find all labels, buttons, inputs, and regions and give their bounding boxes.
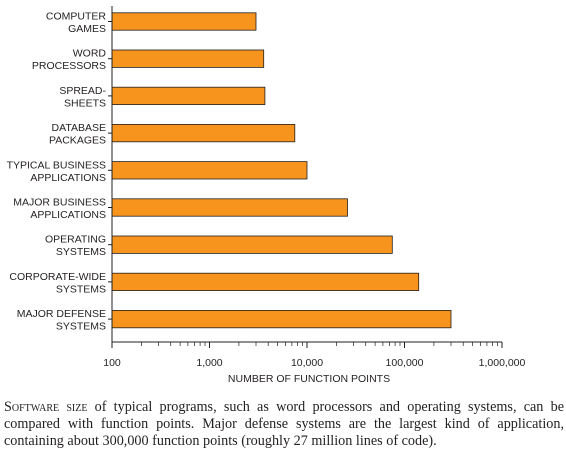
caption-text: of typical programs, such as word proces… [4,399,564,449]
figure-caption: Software size of typical programs, such … [4,399,564,450]
bar-chart: COMPUTER GAMES WORD PROCESSORS SPREAD-SHEETS… [7,6,526,385]
category-label-line: APPLICATIONS [30,209,106,221]
category-label-line: COMPUTER [46,11,107,23]
x-tick-label-3: 100,000 [386,357,424,369]
category-label-3: DATABASE PACKAGES [49,122,106,147]
bar-0 [111,12,257,31]
bar-6 [111,235,393,254]
x-tick-label-1: 1,000 [196,357,222,369]
category-label-line: SYSTEMS [56,246,106,258]
x-axis-ticks [111,342,503,348]
category-label-line: SPREAD- [59,85,106,97]
category-label-line: OPERATING [45,234,106,246]
category-label-0: COMPUTER GAMES [46,11,107,36]
category-label-5: MAJOR BUSINESS APPLICATIONS [13,197,106,222]
category-label-1: WORD PROCESSORS [32,48,107,72]
category-labels: COMPUTER GAMES WORD PROCESSORS SPREAD-SHEETS… [7,11,107,333]
x-tick-label-4: 1,000,000 [479,357,526,369]
category-label-line: TYPICAL BUSINESS [7,159,106,171]
category-label-8: MAJOR DEFENSE SYSTEMS [17,308,106,333]
bar-8 [111,309,452,329]
category-label-line: GAMES [68,23,106,35]
bars-group [108,12,452,329]
category-label-line: PROCESSORS [32,60,106,72]
x-axis-title: NUMBER OF FUNCTION POINTS [228,373,390,385]
category-label-4: TYPICAL BUSINESS APPLICATIONS [7,159,106,184]
category-label-line: MAJOR BUSINESS [13,197,106,209]
caption-lead: Software size [4,399,88,415]
category-label-line: PACKAGES [49,135,106,147]
category-label-line: APPLICATIONS [30,172,106,184]
category-label-line: SYSTEMS [56,283,106,295]
category-label-line: WORD [73,48,107,60]
category-label-line: CORPORATE-WIDE [9,271,106,283]
x-tick-label-2: 10,000 [291,357,323,369]
x-tick-label-0: 100 [103,357,121,369]
category-label-6: OPERATING SYSTEMS [45,234,106,259]
category-label-7: CORPORATE-WIDE SYSTEMS [9,271,106,296]
bar-5 [111,198,348,217]
bar-1 [111,49,265,68]
x-axis-tick-labels: 100 1,000 10,000 100,000 1,000,000 [103,357,525,369]
category-label-line: SHEETS [64,97,106,109]
category-label-line: MAJOR DEFENSE [17,308,106,320]
category-label-line: DATABASE [52,122,106,134]
bar-3 [111,124,296,143]
category-label-line: SYSTEMS [56,321,106,333]
bar-2 [111,86,266,105]
category-label-2: SPREAD-SHEETS [59,85,106,110]
bar-7 [111,272,420,292]
bar-4 [111,161,308,180]
